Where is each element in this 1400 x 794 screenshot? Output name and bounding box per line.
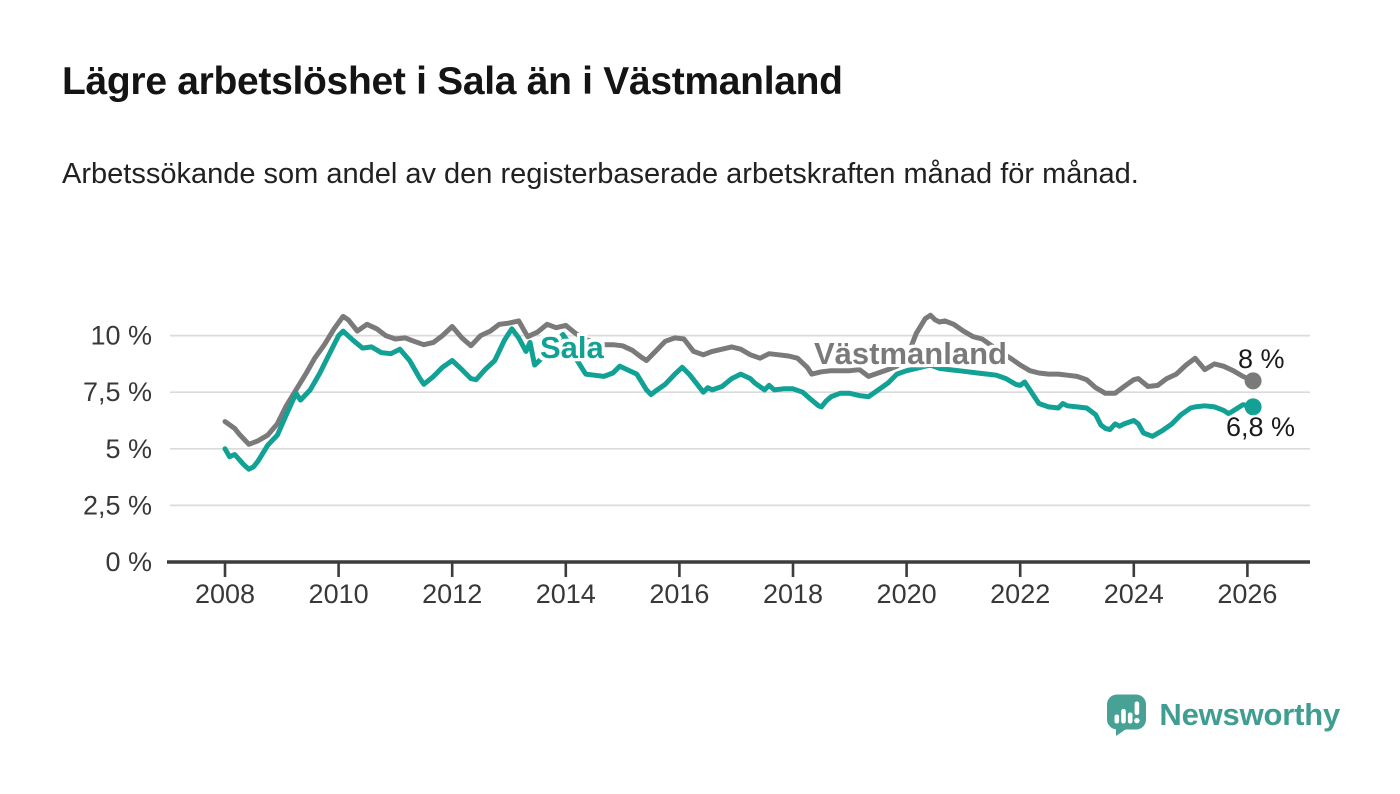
series-endpoint-vastmanland — [1244, 372, 1262, 390]
x-tick-label: 2020 — [877, 579, 937, 609]
x-tick-label: 2008 — [195, 579, 255, 609]
series-line-sala — [222, 326, 1256, 472]
y-tick-label: 0 % — [105, 547, 152, 577]
series-endpoint-sala — [1244, 398, 1262, 416]
series-label-vastmanland: Västmanland — [814, 336, 1007, 371]
newsworthy-logo-icon — [1107, 694, 1147, 736]
x-tick-label: 2012 — [422, 579, 482, 609]
x-tick-label: 2016 — [649, 579, 709, 609]
y-tick-label: 5 % — [105, 434, 152, 464]
series-label-sala: Sala — [540, 330, 604, 365]
x-tick-label: 2026 — [1217, 579, 1277, 609]
newsworthy-logo: Newsworthy — [1105, 693, 1340, 736]
y-tick-label: 2,5 % — [83, 490, 152, 520]
y-tick-label: 10 % — [90, 321, 152, 351]
x-tick-label: 2018 — [763, 579, 823, 609]
end-value-label-sala: 6,8 % — [1226, 412, 1296, 442]
series-line-vastmanland — [222, 312, 1256, 447]
x-tick-label: 2022 — [990, 579, 1050, 609]
y-tick-label: 7,5 % — [83, 377, 152, 407]
x-tick-label: 2014 — [536, 579, 596, 609]
chart-title: Lägre arbetslöshet i Sala än i Västmanla… — [62, 60, 843, 103]
end-value-label-vastmanland: 8 % — [1238, 344, 1285, 374]
newsworthy-logo-text: Newsworthy — [1159, 696, 1340, 732]
chart-subtitle: Arbetssökande som andel av den registerb… — [62, 158, 1139, 190]
x-tick-label: 2024 — [1104, 579, 1164, 609]
logo-bubble-shape — [1107, 694, 1147, 736]
x-tick-label: 2010 — [309, 579, 369, 609]
